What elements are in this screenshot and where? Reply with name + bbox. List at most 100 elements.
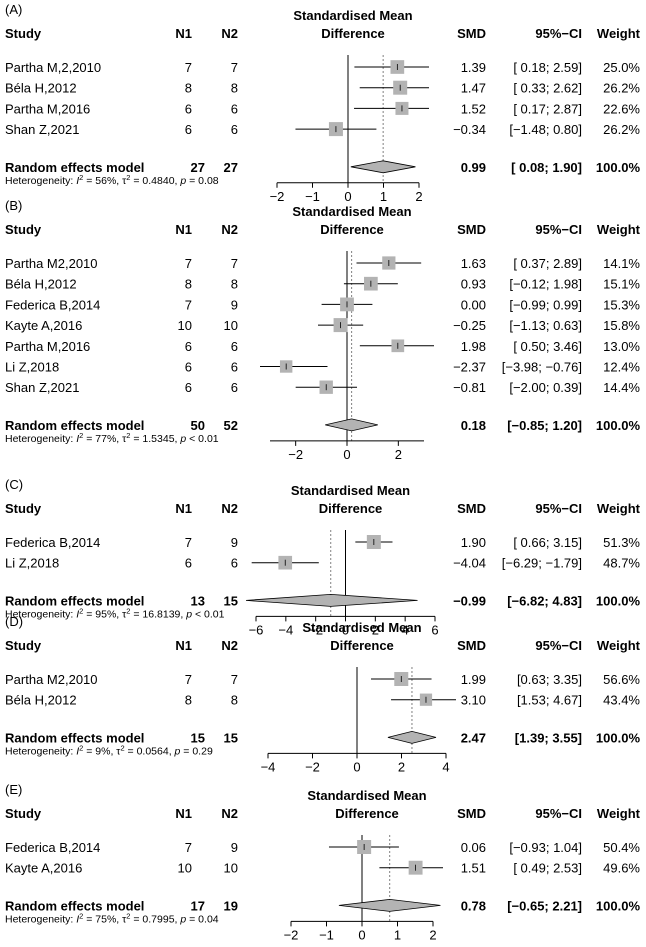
header-n2: N2 bbox=[221, 222, 238, 237]
forest-svg: (C) Study N1 N2 Standardised Mean Difference S… bbox=[5, 477, 641, 637]
heterogeneity-text: Heterogeneity: I2 = 56%, τ2 = 0.4840, p … bbox=[5, 173, 219, 187]
header-smd-title: Standardised Mean bbox=[293, 8, 412, 23]
header-smd: SMD bbox=[457, 501, 486, 516]
forest-svg: (A) Study N1 N2 Standardised Mean Difference S… bbox=[5, 2, 641, 204]
x-axis-tick-label: 4 bbox=[442, 759, 449, 774]
header-n2: N2 bbox=[221, 26, 238, 41]
panel-label: (C) bbox=[5, 477, 23, 492]
header-study: Study bbox=[5, 222, 42, 237]
summary-name: Random effects model bbox=[5, 593, 144, 608]
x-axis-tick-label: −6 bbox=[249, 622, 264, 637]
study-ci: [−6.29; −1.79] bbox=[502, 556, 582, 571]
summary-weight: 100.0% bbox=[596, 593, 641, 608]
summary-n2: 15 bbox=[224, 593, 238, 608]
header-study: Study bbox=[5, 501, 42, 516]
forest-svg: (E) Study N1 N2 Standardised Mean Difference S… bbox=[5, 782, 641, 942]
header-ci: 95%−CI bbox=[535, 806, 582, 821]
study-smd: 0.00 bbox=[461, 297, 486, 312]
study-smd: 1.63 bbox=[461, 256, 486, 271]
study-name: Shan Z,2021 bbox=[5, 380, 79, 395]
summary-name: Random effects model bbox=[5, 898, 144, 913]
study-weight: 15.8% bbox=[603, 318, 640, 333]
study-name: Partha M,2,2010 bbox=[5, 60, 101, 75]
study-ci: [ 0.66; 3.15] bbox=[513, 535, 582, 550]
study-n1: 6 bbox=[185, 339, 192, 354]
study-n1: 8 bbox=[185, 693, 192, 708]
study-name: Kayte A,2016 bbox=[5, 861, 82, 876]
study-weight: 49.6% bbox=[603, 861, 640, 876]
study-ci: [−3.98; −0.76] bbox=[502, 360, 582, 375]
study-smd: −0.25 bbox=[453, 318, 486, 333]
summary-n1: 50 bbox=[191, 418, 205, 433]
study-smd: 1.47 bbox=[461, 81, 486, 96]
study-weight: 51.3% bbox=[603, 535, 640, 550]
study-n1: 10 bbox=[178, 861, 192, 876]
study-n2: 10 bbox=[224, 318, 238, 333]
study-n1: 7 bbox=[185, 256, 192, 271]
header-ci: 95%−CI bbox=[535, 222, 582, 237]
study-n2: 8 bbox=[231, 277, 238, 292]
study-n1: 6 bbox=[185, 101, 192, 116]
summary-ci: [1.39; 3.55] bbox=[515, 730, 582, 745]
forest-svg: (B) Study N1 N2 Standardised Mean Difference S… bbox=[5, 198, 641, 462]
study-ci: [ 0.49; 2.53] bbox=[513, 861, 582, 876]
x-axis-tick-label: 2 bbox=[395, 447, 402, 462]
summary-name: Random effects model bbox=[5, 418, 144, 433]
header-smd-title-2: Difference bbox=[335, 806, 399, 821]
header-study: Study bbox=[5, 638, 42, 653]
header-smd-title-2: Difference bbox=[330, 638, 394, 653]
study-name: Li Z,2018 bbox=[5, 556, 59, 571]
study-n1: 7 bbox=[185, 672, 192, 687]
study-ci: [ 0.18; 2.59] bbox=[513, 60, 582, 75]
study-n2: 7 bbox=[231, 672, 238, 687]
study-weight: 14.1% bbox=[603, 256, 640, 271]
header-smd-title: Standardised Mean bbox=[292, 204, 411, 219]
x-axis-tick-label: 0 bbox=[358, 927, 365, 942]
panel-label: (D) bbox=[5, 614, 23, 629]
study-smd: 0.06 bbox=[461, 840, 486, 855]
study-n2: 6 bbox=[231, 101, 238, 116]
study-ci: [−0.99; 0.99] bbox=[509, 297, 582, 312]
study-smd: 1.99 bbox=[461, 672, 486, 687]
study-n2: 7 bbox=[231, 60, 238, 75]
heterogeneity-text: Heterogeneity: I2 = 95%, τ2 = 16.8139, p… bbox=[5, 606, 225, 620]
summary-smd: 0.99 bbox=[461, 160, 486, 175]
study-n2: 6 bbox=[231, 380, 238, 395]
x-axis-tick-label: −2 bbox=[288, 447, 303, 462]
study-smd: 1.98 bbox=[461, 339, 486, 354]
study-n2: 6 bbox=[231, 360, 238, 375]
study-name: Béla H,2012 bbox=[5, 81, 77, 96]
header-smd-title-2: Difference bbox=[321, 26, 385, 41]
forest-panel: (C) Study N1 N2 Standardised Mean Difference S… bbox=[0, 475, 646, 642]
study-weight: 50.4% bbox=[603, 840, 640, 855]
study-weight: 26.2% bbox=[603, 81, 640, 96]
study-smd: 1.90 bbox=[461, 535, 486, 550]
header-smd-title-2: Difference bbox=[319, 501, 383, 516]
study-n1: 7 bbox=[185, 840, 192, 855]
x-axis-tick-label: 2 bbox=[429, 927, 436, 942]
study-weight: 15.1% bbox=[603, 277, 640, 292]
summary-weight: 100.0% bbox=[596, 160, 641, 175]
x-axis-tick-label: 1 bbox=[394, 927, 401, 942]
study-smd: 3.10 bbox=[461, 693, 486, 708]
study-n2: 8 bbox=[231, 693, 238, 708]
study-n2: 9 bbox=[231, 297, 238, 312]
header-smd-title: Standardised Mean bbox=[291, 483, 410, 498]
x-axis-tick-label: 0 bbox=[343, 447, 350, 462]
study-n2: 9 bbox=[231, 840, 238, 855]
header-weight: Weight bbox=[597, 638, 641, 653]
header-smd: SMD bbox=[457, 638, 486, 653]
study-ci: [−1.13; 0.63] bbox=[509, 318, 582, 333]
study-weight: 13.0% bbox=[603, 339, 640, 354]
header-n2: N2 bbox=[221, 806, 238, 821]
study-ci: [ 0.33; 2.62] bbox=[513, 81, 582, 96]
summary-name: Random effects model bbox=[5, 730, 144, 745]
study-weight: 25.0% bbox=[603, 60, 640, 75]
study-n1: 7 bbox=[185, 535, 192, 550]
study-weight: 12.4% bbox=[603, 360, 640, 375]
header-ci: 95%−CI bbox=[535, 26, 582, 41]
header-smd: SMD bbox=[457, 806, 486, 821]
study-n1: 6 bbox=[185, 122, 192, 137]
study-n1: 8 bbox=[185, 277, 192, 292]
